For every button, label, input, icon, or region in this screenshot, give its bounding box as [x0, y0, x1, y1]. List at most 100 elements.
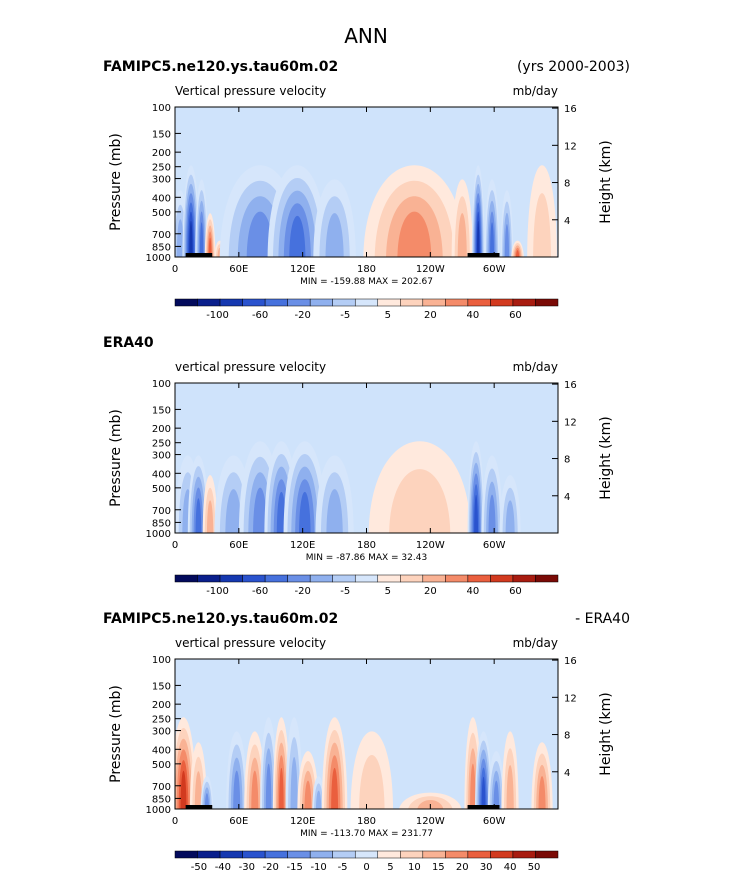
colorbar-swatch	[400, 298, 424, 307]
contour-difference-16-3	[506, 765, 514, 809]
colorbar-label: -60	[252, 310, 268, 321]
y-tick-label: 200	[152, 700, 171, 711]
panel-title-right: (yrs 2000-2003)	[517, 59, 630, 75]
colorbar-swatch	[332, 574, 356, 583]
y-tick-label: 400	[152, 745, 171, 756]
y-tick-label: 150	[152, 405, 171, 416]
panel-subtitle: vertical pressure velocity	[175, 636, 326, 650]
y-tick-label: 200	[152, 148, 171, 159]
colorbar-swatch	[242, 850, 266, 859]
colorbar-swatch	[535, 850, 559, 859]
colorbar-label: -5	[340, 586, 350, 597]
colorbar-label: 40	[467, 586, 480, 597]
contour-model-5-4	[246, 211, 274, 257]
x-tick-label: 60W	[483, 816, 506, 827]
colorbar-swatch	[174, 298, 198, 307]
y-right-tick-label: 4	[564, 216, 570, 227]
colorbar-swatch	[309, 850, 333, 859]
y-right-axis-title: Height (km)	[598, 140, 614, 223]
topography-mask-1	[467, 805, 500, 809]
contour-difference-10-5	[331, 767, 339, 809]
y-right-tick-label: 8	[564, 455, 570, 466]
contour-model-7-3	[325, 213, 344, 257]
colorbar-label: 5	[385, 586, 391, 597]
colorbar-swatch	[400, 850, 424, 859]
panel-subtitle: Vertical pressure velocity	[175, 84, 326, 98]
contour-model-11-5	[490, 222, 495, 257]
colorbar-swatch	[490, 850, 514, 859]
contour-difference-3-4	[233, 771, 241, 809]
colorbar-swatch	[332, 850, 356, 859]
y-tick-label: 150	[152, 681, 171, 692]
colorbar-label: -60	[252, 586, 268, 597]
y-right-axis-title: Height (km)	[598, 692, 614, 775]
panel-era40: ERA40 vertical pressure velocity mb/day 0 60…	[103, 335, 614, 597]
panel-title-left: FAMIPC5.ne120.ys.tau60m.02	[103, 611, 338, 627]
colorbar-swatch	[354, 574, 379, 583]
colorbar-swatch	[445, 574, 469, 583]
y-tick-label: 500	[152, 208, 171, 219]
y-right-tick-label: 8	[564, 731, 570, 742]
colorbar-swatch	[512, 574, 536, 583]
colorbar-swatch	[445, 850, 469, 859]
y-axis-title: Pressure (mb)	[108, 409, 124, 507]
y-tick-label: 500	[152, 484, 171, 495]
contour-difference-8-4	[304, 780, 312, 809]
colorbar-swatch	[377, 850, 401, 859]
colorbar-swatch	[174, 850, 198, 859]
y-tick-label: 700	[152, 230, 171, 241]
panel-title-right: - ERA40	[575, 611, 630, 627]
contour-era40-5-5	[276, 491, 286, 533]
colorbar-label: -100	[206, 310, 229, 321]
min-max-stats: MIN = -87.86 MAX = 32.43	[306, 553, 427, 563]
contour-difference-0-6	[180, 771, 187, 809]
colorbar: -100 -60 -20 -5 5 20 40 60	[174, 298, 559, 321]
colorbar-label: -5	[338, 862, 348, 873]
y-tick-label: 700	[152, 782, 171, 793]
colorbar-label: 40	[504, 862, 517, 873]
colorbar-label: -20	[294, 586, 310, 597]
y-tick-label: 300	[152, 175, 171, 186]
y-right-tick-label: 4	[564, 492, 570, 503]
x-tick-label: 120E	[290, 816, 315, 827]
contour-era40-9-6	[474, 495, 479, 533]
panel-difference: FAMIPC5.ne120.ys.tau60m.02 - ERA40 vertica…	[103, 611, 630, 873]
panel-units: mb/day	[513, 636, 558, 650]
contour-era40-8-2	[389, 469, 451, 533]
y-right-tick-label: 12	[564, 141, 577, 152]
y-tick-label: 700	[152, 506, 171, 517]
colorbar-swatch	[287, 574, 311, 583]
colorbar-label: -30	[239, 862, 255, 873]
contour-model-9-3	[457, 213, 467, 257]
colorbar-swatch	[467, 850, 491, 859]
x-tick-label: 120W	[416, 264, 445, 275]
contour-model-8-4	[397, 211, 432, 257]
contour-difference-17-4	[538, 776, 546, 809]
contour-model-0-3	[176, 219, 184, 257]
colorbar-label: -50	[191, 862, 207, 873]
contour-model-3-5	[208, 237, 212, 257]
colorbar-swatch	[377, 298, 401, 307]
topography-mask-1	[467, 253, 500, 257]
colorbar-swatch	[242, 298, 266, 307]
colorbar-swatch	[535, 298, 559, 307]
y-tick-label: 850	[152, 794, 171, 805]
contour-model-14-2	[533, 193, 551, 257]
colorbar-label: 60	[509, 310, 522, 321]
y-tick-label: 1000	[146, 805, 171, 816]
colorbar: -50 -40 -30 -20 -15 -10 -5 0 5 10 15 20 30 40 50	[174, 850, 559, 873]
contour-difference-7-3	[290, 757, 298, 809]
colorbar-swatch	[264, 850, 288, 859]
colorbar-swatch	[512, 298, 536, 307]
min-max-stats: MIN = -113.70 MAX = 231.77	[300, 829, 433, 839]
colorbar-label: 0	[363, 862, 369, 873]
contour-field	[175, 165, 557, 257]
colorbar-swatch	[264, 574, 288, 583]
colorbar-swatch	[197, 574, 221, 583]
panel-title-left: FAMIPC5.ne120.ys.tau60m.02	[103, 59, 338, 75]
colorbar-swatch	[490, 574, 514, 583]
colorbar-swatch	[242, 574, 266, 583]
panel-title-left: ERA40	[103, 335, 154, 351]
